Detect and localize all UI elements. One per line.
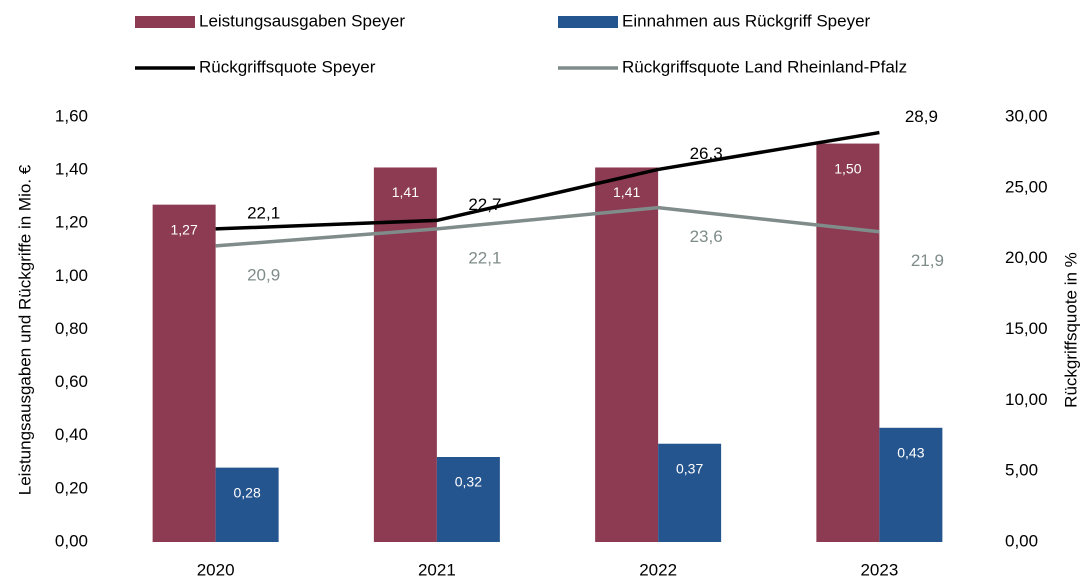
y2-tick-label: 25,00 <box>1005 177 1048 196</box>
line <box>215 205 880 248</box>
y-tick-label: 0,20 <box>55 478 88 497</box>
bar-value-label: 0,43 <box>897 444 924 460</box>
bar-value-label: 1,27 <box>171 221 198 237</box>
y2-tick-label: 15,00 <box>1005 319 1048 338</box>
y2-tick-label: 30,00 <box>1005 106 1048 125</box>
line <box>215 130 880 231</box>
line-value-label: 22,1 <box>468 248 501 267</box>
bar-value-label: 0,37 <box>676 460 703 476</box>
x-tick-label: 2022 <box>639 560 677 579</box>
y2-tick-label: 20,00 <box>1005 248 1048 267</box>
bar-value-label: 1,50 <box>834 160 861 176</box>
bar-value-label: 0,28 <box>234 484 261 500</box>
y-tick-label: 0,80 <box>55 319 88 338</box>
bar-value-label: 1,41 <box>392 184 419 200</box>
bar <box>436 457 500 542</box>
y-tick-label: 1,40 <box>55 160 88 179</box>
bar-value-label: 1,41 <box>613 184 640 200</box>
x-tick-label: 2023 <box>860 560 898 579</box>
y2-tick-label: 0,00 <box>1005 531 1038 550</box>
bar <box>658 443 722 542</box>
y-tick-label: 0,60 <box>55 372 88 391</box>
line-value-label: 20,9 <box>247 265 280 284</box>
line-value-label: 26,3 <box>690 144 723 163</box>
y-tick-label: 0,40 <box>55 425 88 444</box>
bar <box>595 167 659 542</box>
line-value-label: 22,7 <box>468 195 501 214</box>
line-value-label: 28,9 <box>905 107 938 126</box>
bar-value-label: 0,32 <box>455 474 482 490</box>
line-value-label: 22,1 <box>247 203 280 222</box>
bar <box>215 467 279 542</box>
legend-label: Leistungsausgaben Speyer <box>199 11 405 30</box>
legend-label: Rückgriffsquote Speyer <box>199 57 376 76</box>
y2-axis-label: Rückgriffsquote in % <box>1061 252 1080 408</box>
y-tick-label: 1,20 <box>55 213 88 232</box>
legend-label: Rückgriffsquote Land Rheinland-Pfalz <box>622 57 907 76</box>
legend-label: Einnahmen aus Rückgriff Speyer <box>622 11 871 30</box>
legend-swatch <box>558 16 618 28</box>
y-tick-label: 0,00 <box>55 531 88 550</box>
bar <box>816 143 880 542</box>
legend-swatch <box>135 16 195 28</box>
bar <box>152 204 216 542</box>
line-value-label: 23,6 <box>690 227 723 246</box>
y-tick-label: 1,60 <box>55 106 88 125</box>
bar <box>879 427 943 542</box>
y2-tick-label: 5,00 <box>1005 461 1038 480</box>
y-axis-label: Leistungsausgaben und Rückgriffe in Mio.… <box>15 164 34 495</box>
line-value-label: 21,9 <box>911 251 944 270</box>
y-tick-label: 1,00 <box>55 266 88 285</box>
x-tick-label: 2020 <box>197 560 235 579</box>
x-tick-label: 2021 <box>418 560 456 579</box>
y2-tick-label: 10,00 <box>1005 390 1048 409</box>
